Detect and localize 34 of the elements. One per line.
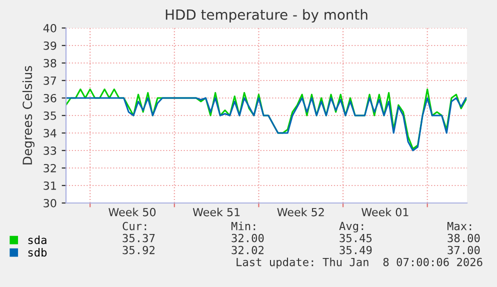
y-tick-label: 38 (44, 58, 56, 68)
text: 37.00 (448, 246, 480, 254)
x-tick-label: Week 50 (108, 208, 156, 216)
text: 32.00 (232, 234, 264, 242)
y-tick-label: 35 (44, 111, 56, 120)
text: Avg: (339, 222, 364, 232)
y-tick-label: 37 (44, 76, 56, 85)
legend-label: sdb (28, 248, 47, 257)
text: 35.92 (122, 246, 155, 254)
y-tick-label: 30 (44, 198, 56, 208)
line-series (66, 88, 467, 150)
text: 35.37 (122, 234, 155, 242)
text: 35.45 (340, 234, 372, 242)
chart-title: HDD temperature - by month (166, 9, 368, 23)
y-tick-label: 40 (43, 24, 56, 32)
x-tick-label: Week 01 (362, 208, 408, 216)
text: Last update: Thu Jan 8 07:00:06 2026 (236, 258, 482, 268)
text: Max: (447, 222, 472, 230)
y-tick-label: 39 (44, 41, 56, 50)
text: 38.00 (448, 234, 480, 242)
text: Min: (231, 222, 256, 230)
text: 35.49 (340, 246, 372, 254)
y-tick-label: 34 (44, 128, 56, 138)
y-axis-title: Degrees Celsius (22, 66, 34, 164)
y-tick-label: 36 (44, 94, 56, 102)
text: Cur: (122, 222, 146, 230)
y-tick-label: 32 (44, 164, 56, 172)
legend-label: sda (28, 236, 46, 244)
x-tick-label: Week 52 (277, 208, 324, 216)
text: 32.02 (232, 246, 264, 254)
y-tick-label: 33 (44, 146, 56, 155)
y-tick-label: 31 (44, 181, 56, 190)
x-tick-label: Week 51 (192, 208, 240, 216)
line-series (66, 97, 467, 152)
